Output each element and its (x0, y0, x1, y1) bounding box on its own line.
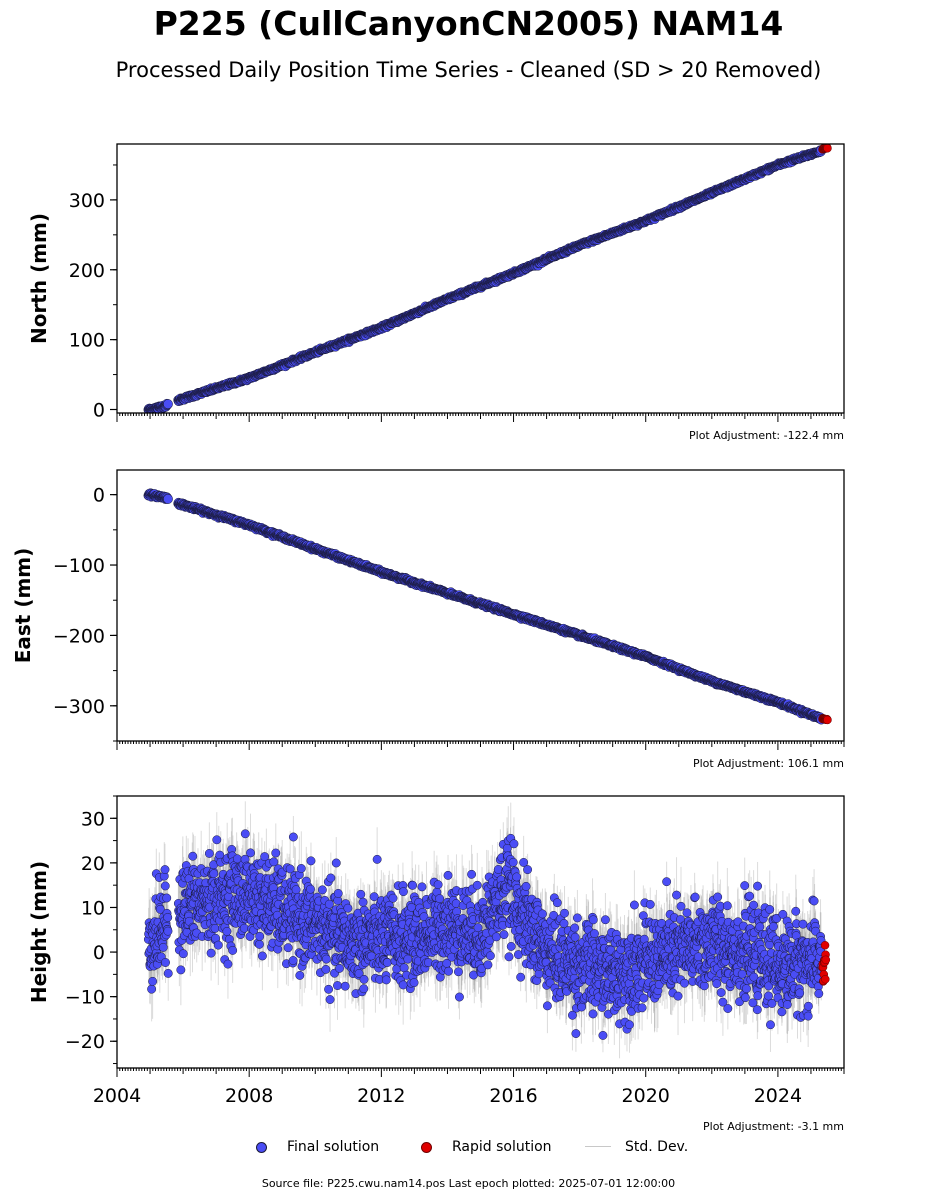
final-point (163, 399, 173, 409)
final-point (254, 939, 264, 949)
final-point (325, 995, 335, 1004)
final-point (333, 888, 343, 898)
final-point (176, 965, 186, 975)
y-tick-label: 300 (69, 190, 105, 212)
y-axis-label: North (mm) (27, 213, 51, 344)
final-point (228, 945, 238, 955)
final-solution-points (143, 829, 826, 1040)
final-point (163, 494, 173, 504)
final-point (162, 893, 172, 903)
final-point (306, 884, 315, 894)
final-point (255, 931, 265, 941)
y-tick-label: 200 (69, 260, 105, 282)
final-point (326, 873, 336, 883)
rapid-point (823, 144, 832, 153)
final-point (222, 926, 232, 936)
final-point (321, 954, 331, 964)
final-point (333, 981, 342, 991)
y-tick-label: −100 (53, 555, 105, 577)
final-solution-points (143, 145, 827, 413)
final-point (321, 964, 331, 974)
plot-adjustment: Plot Adjustment: -122.4 mm (689, 429, 844, 442)
final-point (188, 851, 198, 861)
final-point (161, 958, 170, 967)
final-point (288, 832, 298, 842)
y-axis-label: East (mm) (11, 548, 35, 664)
final-point (240, 829, 250, 839)
y-tick-label: −200 (53, 625, 105, 647)
plot-adjustment: Plot Adjustment: 106.1 mm (693, 757, 844, 770)
final-point (306, 856, 316, 866)
y-tick-label: 100 (69, 330, 105, 352)
final-point (160, 865, 170, 875)
final-point (160, 881, 170, 891)
final-point (239, 923, 249, 933)
final-point (335, 963, 344, 973)
rapid-solution-points (818, 144, 832, 154)
final-point (283, 943, 293, 953)
final-point (296, 864, 306, 873)
panel-2: 0 −100 −200 −300 East (mm) Plot Adjustment: 1… (11, 469, 845, 770)
final-point (163, 912, 173, 922)
panel-1: 0 100 200 300 North (mm) Plot Adjustment: -12… (27, 143, 845, 442)
final-point (163, 926, 173, 936)
final-point (212, 835, 222, 845)
chart-title: P225 (CullCanyonCN2005) NAM14 (153, 4, 784, 43)
final-point (210, 923, 220, 933)
final-point (148, 976, 158, 986)
final-point (223, 959, 233, 969)
final-point (257, 951, 267, 961)
final-point (178, 949, 188, 959)
final-point (206, 948, 216, 958)
rapid-point (823, 715, 832, 725)
final-point (271, 848, 281, 858)
chart-subtitle: Processed Daily Position Time Series - C… (115, 58, 822, 82)
final-point (295, 970, 305, 980)
final-point (317, 885, 327, 895)
rapid-solution-points (818, 714, 832, 725)
final-point (147, 984, 157, 994)
y-tick-label: 0 (93, 400, 105, 422)
final-point (163, 968, 173, 978)
final-point (324, 984, 334, 994)
y-tick-label: −300 (53, 696, 105, 718)
final-point (204, 849, 214, 858)
final-point (331, 858, 341, 868)
final-point (209, 869, 219, 879)
final-point (288, 956, 298, 965)
final-point (158, 942, 168, 952)
final-point (213, 940, 223, 950)
y-tick-label: 0 (93, 485, 105, 507)
final-solution-points (143, 488, 827, 725)
final-point (246, 848, 255, 858)
final-point (291, 885, 301, 895)
